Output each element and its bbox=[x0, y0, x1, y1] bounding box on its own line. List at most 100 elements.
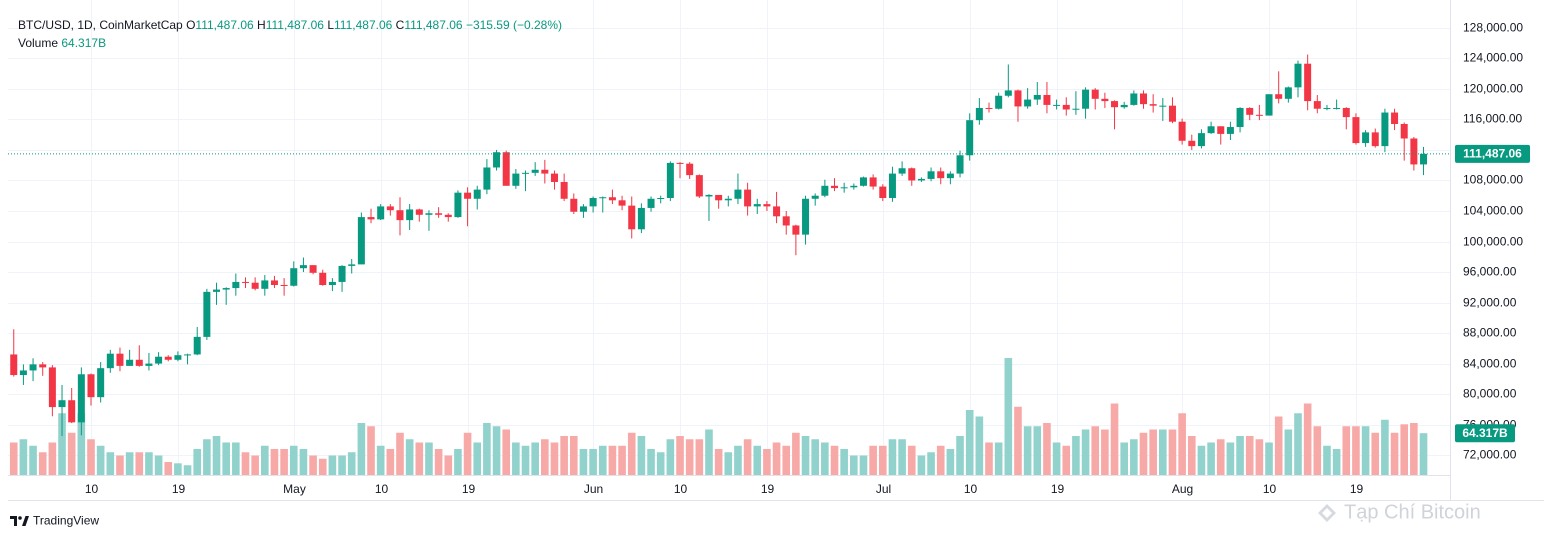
candle-body bbox=[763, 204, 771, 207]
y-tick-label: 84,000.00 bbox=[1463, 357, 1517, 371]
volume-bar bbox=[1226, 442, 1235, 475]
candle-body bbox=[309, 265, 317, 273]
volume-bar bbox=[116, 455, 124, 475]
x-tick-label: 19 bbox=[761, 482, 775, 496]
candle-body bbox=[802, 198, 810, 235]
volume-bar bbox=[67, 432, 76, 475]
volume-bar bbox=[347, 452, 356, 475]
legend: BTC/USD, 1D, CoinMarketCap O111,487.06 H… bbox=[18, 16, 562, 52]
volume-bar bbox=[492, 426, 501, 475]
candle-body bbox=[435, 213, 443, 215]
last-price-tag bbox=[1455, 144, 1530, 163]
volume-bar bbox=[483, 423, 491, 475]
candle-body bbox=[241, 281, 249, 283]
candle-body bbox=[87, 374, 95, 398]
y-tick-label: 96,000.00 bbox=[1463, 265, 1517, 279]
candle-body bbox=[985, 107, 993, 109]
volume-bar bbox=[29, 445, 37, 475]
volume-bar bbox=[1091, 426, 1100, 475]
candle-body bbox=[657, 198, 665, 200]
volume-bar bbox=[96, 445, 105, 475]
candle-body bbox=[396, 210, 404, 221]
candle-body bbox=[859, 177, 867, 186]
candle-body bbox=[328, 281, 336, 285]
volume-bar bbox=[1381, 419, 1389, 475]
candle-body bbox=[840, 187, 848, 189]
candle-body bbox=[464, 192, 472, 199]
volume-bar bbox=[415, 442, 424, 475]
candle-body bbox=[1188, 140, 1196, 147]
candle-body bbox=[39, 364, 47, 368]
volume-bar bbox=[830, 445, 839, 475]
volume-value: 64.317B bbox=[61, 36, 107, 50]
volume-bar bbox=[734, 445, 742, 475]
volume-bar bbox=[560, 436, 568, 475]
candle-body bbox=[966, 120, 974, 156]
volume-bar bbox=[608, 445, 617, 475]
volume-bar bbox=[1313, 426, 1322, 475]
candle-body bbox=[280, 284, 288, 286]
candle-body bbox=[174, 355, 182, 360]
candle-body bbox=[888, 173, 896, 199]
logo-part bbox=[18, 516, 22, 520]
candle-body bbox=[454, 192, 462, 218]
volume-bar bbox=[811, 439, 819, 475]
volume-bar bbox=[1023, 426, 1032, 475]
volume-bar bbox=[1284, 429, 1293, 475]
volume-bar bbox=[705, 429, 713, 475]
candle-body bbox=[1024, 99, 1032, 107]
candle-body bbox=[1014, 90, 1022, 107]
candle-body bbox=[1352, 117, 1360, 144]
x-tick-label: 19 bbox=[172, 482, 186, 496]
candle-body bbox=[357, 217, 365, 265]
candle-body bbox=[1313, 101, 1321, 109]
volume-bar bbox=[550, 442, 559, 475]
last-price-label: 111,487.06 bbox=[1463, 147, 1522, 161]
volume-bar bbox=[405, 439, 414, 475]
candle-body bbox=[319, 272, 327, 285]
volume-bar bbox=[270, 449, 279, 475]
volume-bar bbox=[1120, 442, 1128, 475]
x-tick-label: 19 bbox=[1051, 482, 1065, 496]
volume-bar bbox=[434, 449, 443, 475]
candle-body bbox=[425, 213, 433, 215]
volume-bar bbox=[193, 449, 202, 475]
candle-body bbox=[579, 206, 587, 212]
volume-bar bbox=[956, 436, 964, 475]
volume-bar bbox=[183, 465, 192, 475]
volume-bar bbox=[512, 442, 520, 475]
candle-body bbox=[386, 206, 394, 211]
volume-bar bbox=[1062, 445, 1071, 475]
ohlc-key: C bbox=[395, 18, 405, 32]
tradingview-logo bbox=[10, 516, 29, 526]
volume-bar bbox=[821, 442, 829, 475]
candle-body bbox=[10, 354, 18, 376]
candle-body bbox=[338, 265, 346, 282]
volume-bar bbox=[801, 436, 810, 475]
volume-bar bbox=[1130, 439, 1138, 475]
volume-bar bbox=[309, 455, 317, 475]
candle-body bbox=[1072, 108, 1080, 110]
volume-bar bbox=[965, 410, 974, 475]
volume-bar bbox=[1004, 358, 1013, 475]
candle-body bbox=[1130, 93, 1138, 105]
x-tick-label: 10 bbox=[674, 482, 688, 496]
candle-body bbox=[135, 359, 143, 366]
candle-body bbox=[1207, 126, 1215, 134]
logo-part bbox=[22, 516, 29, 526]
candle-body bbox=[927, 171, 935, 179]
volume-bar bbox=[241, 452, 250, 475]
candle-body bbox=[68, 400, 76, 423]
volume-bar bbox=[444, 455, 453, 475]
candle-body bbox=[1275, 94, 1283, 99]
ohlc-value: 111,487.06 bbox=[334, 18, 393, 32]
volume-bar bbox=[878, 445, 887, 475]
volume-bar bbox=[859, 455, 868, 475]
candle-body bbox=[628, 205, 636, 230]
y-tick-label: 104,000.00 bbox=[1463, 204, 1523, 218]
volume-bar bbox=[927, 452, 935, 475]
candle-body bbox=[1391, 112, 1399, 124]
volume-bar bbox=[1072, 436, 1080, 475]
x-tick-label: 10 bbox=[85, 482, 99, 496]
volume-bar bbox=[502, 429, 511, 475]
